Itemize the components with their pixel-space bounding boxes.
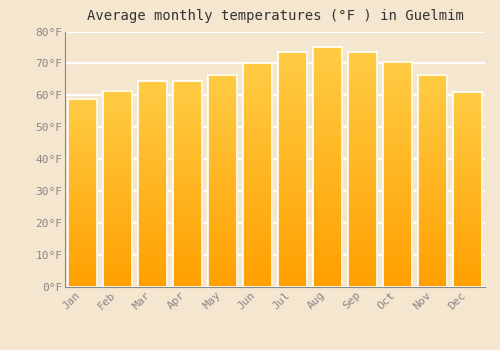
- Bar: [382, 62, 412, 287]
- Bar: [208, 75, 238, 287]
- Bar: [418, 75, 448, 287]
- Bar: [312, 48, 342, 287]
- Bar: [312, 48, 342, 287]
- Bar: [382, 62, 412, 287]
- Bar: [208, 75, 238, 287]
- Bar: [242, 63, 272, 287]
- Bar: [138, 81, 168, 287]
- Bar: [418, 75, 448, 287]
- Bar: [102, 91, 132, 287]
- Bar: [452, 92, 482, 287]
- Bar: [452, 92, 482, 287]
- Bar: [68, 99, 98, 287]
- Bar: [102, 91, 132, 287]
- Bar: [172, 81, 203, 287]
- Bar: [348, 52, 378, 287]
- Bar: [172, 81, 203, 287]
- Bar: [138, 81, 168, 287]
- Bar: [68, 99, 98, 287]
- Bar: [242, 63, 272, 287]
- Bar: [348, 52, 378, 287]
- Bar: [278, 52, 308, 287]
- Title: Average monthly temperatures (°F ) in Guelmim: Average monthly temperatures (°F ) in Gu…: [86, 9, 464, 23]
- Bar: [278, 52, 308, 287]
